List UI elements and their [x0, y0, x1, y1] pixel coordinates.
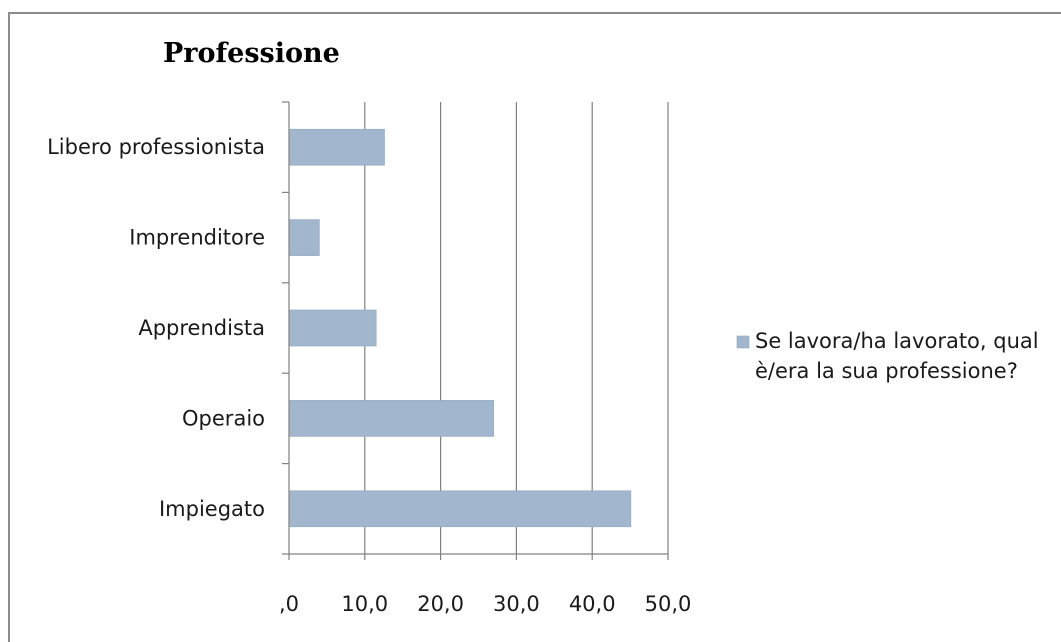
category-label: Impiegato — [159, 497, 265, 521]
legend-label-line-2: è/era la sua professione? — [755, 359, 1018, 383]
bar — [288, 400, 494, 437]
gridlines — [364, 102, 669, 554]
category-label: Apprendista — [138, 316, 265, 340]
legend-swatch — [736, 335, 750, 349]
bar — [288, 309, 377, 347]
legend-label-line-1: Se lavora/ha lavorato, qual — [755, 329, 1039, 353]
bar — [288, 490, 632, 528]
chart-frame: Professione Libero professionista Imprend… — [8, 12, 1061, 642]
axes — [282, 101, 669, 560]
x-tick-label: 20,0 — [417, 592, 464, 616]
x-tick-label: 50,0 — [645, 592, 692, 616]
bar — [288, 128, 385, 166]
x-tick-label: 40,0 — [569, 592, 616, 616]
bars — [288, 128, 632, 528]
x-tick-label: 30,0 — [493, 592, 540, 616]
x-tick-label: ,0 — [279, 592, 299, 616]
x-tick-labels: ,0 10,0 20,0 30,0 40,0 50,0 — [279, 592, 691, 616]
x-tick-label: 10,0 — [341, 592, 388, 616]
category-label: Imprenditore — [129, 226, 265, 250]
category-labels: Libero professionista Imprenditore Apprend… — [47, 135, 265, 521]
category-label: Libero professionista — [47, 135, 265, 159]
bar — [288, 219, 320, 256]
bar-chart: Professione Libero professionista Imprend… — [47, 38, 1039, 616]
category-label: Operaio — [182, 406, 265, 430]
legend: Se lavora/ha lavorato, qual è/era la sua… — [736, 329, 1039, 383]
chart-title: Professione — [163, 38, 340, 69]
